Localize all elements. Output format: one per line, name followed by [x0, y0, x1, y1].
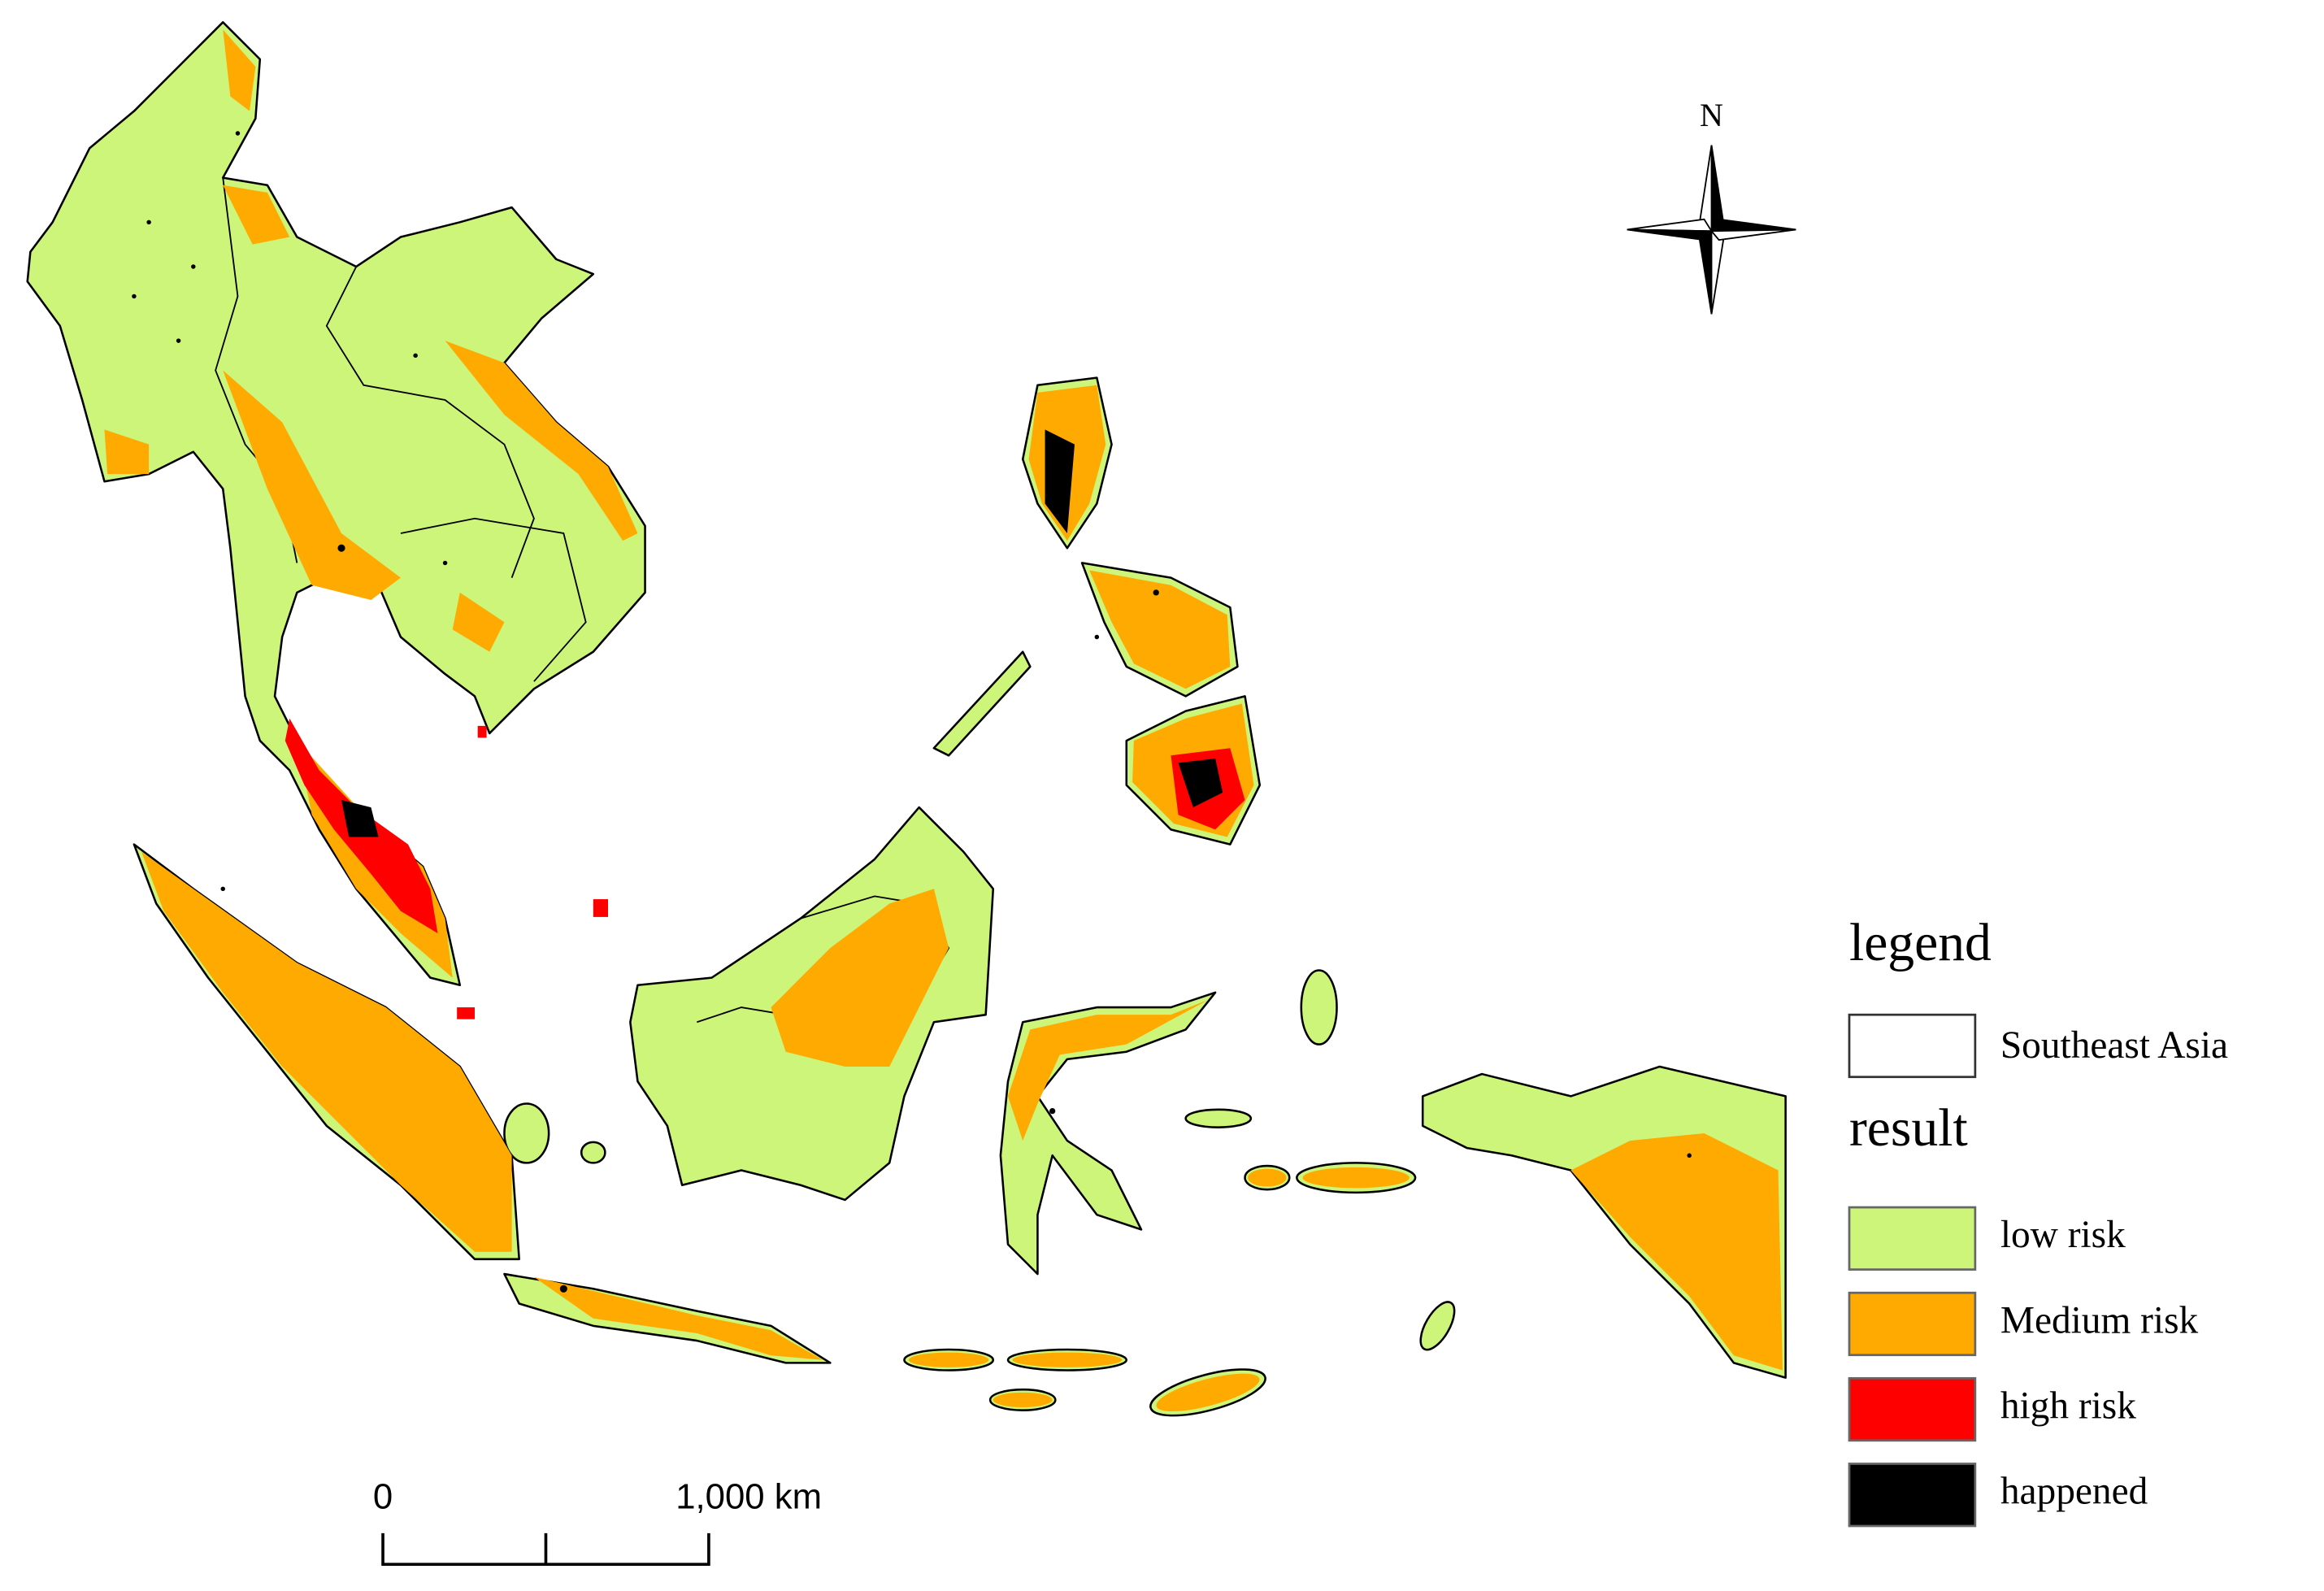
happened-points-shape — [176, 338, 181, 343]
happened-points-shape — [235, 131, 241, 136]
high-risk-area-shape — [477, 725, 487, 738]
happened-points-shape — [559, 1285, 567, 1293]
high-risk-area-shape — [593, 899, 609, 917]
happened-points-shape — [1153, 589, 1159, 596]
north-arrow: N — [1627, 97, 1796, 315]
medium-risk-area-shape — [771, 889, 949, 1067]
land-shape — [932, 650, 1032, 757]
north-label: N — [1700, 97, 1723, 133]
land-shape — [1184, 1108, 1253, 1128]
legend: legend Southeast Asia result low risk Med… — [1848, 914, 2228, 1528]
scale-start: 0 — [373, 1477, 393, 1517]
happened-points-shape — [341, 799, 379, 837]
legend-swatch — [1848, 1291, 1977, 1357]
legend-swatch — [1848, 1463, 1977, 1528]
medium-risk-area-shape — [533, 1276, 823, 1360]
medium-risk-area-shape — [1007, 999, 1208, 1141]
scale-end: 1,000 km — [675, 1477, 822, 1517]
happened-points-shape — [191, 264, 196, 269]
land-shape — [580, 1141, 606, 1164]
medium-risk-area-shape — [445, 341, 638, 541]
medium-risk-area-shape — [1302, 1167, 1410, 1189]
land-shape — [503, 1102, 550, 1164]
medium-risk-area-shape — [141, 851, 512, 1252]
legend-label: Medium risk — [2000, 1299, 2199, 1341]
legend-label: low risk — [2000, 1214, 2126, 1256]
happened-points-shape — [220, 886, 225, 892]
medium-risk-area-shape — [1012, 1352, 1123, 1367]
north-arrow-shape — [1709, 228, 1796, 241]
medium-risk-area-shape — [223, 29, 256, 111]
happened-points-shape — [413, 353, 418, 359]
country-borders-shape — [325, 266, 535, 578]
happened-points-shape — [442, 560, 448, 566]
medium-risk-area-shape — [223, 185, 290, 245]
happened-points-shape — [337, 544, 345, 552]
land-shape — [1419, 1301, 1456, 1351]
scale-bar: 0 1,000 km — [373, 1477, 822, 1567]
happened-points-shape — [1094, 634, 1100, 640]
legend-swatch — [1848, 1376, 1977, 1442]
medium-risk-area — [104, 29, 1783, 1412]
happened-points — [132, 131, 1692, 1293]
happened-points-shape — [132, 293, 137, 299]
medium-risk-area-shape — [1248, 1168, 1287, 1187]
land-shape — [26, 21, 646, 987]
scale-bar-shape — [381, 1532, 710, 1567]
medium-risk-area-shape — [1089, 570, 1231, 689]
medium-risk-area-shape — [452, 592, 505, 652]
happened-points-shape — [1045, 429, 1075, 533]
legend-label: Southeast Asia — [2000, 1024, 2228, 1067]
legend-swatch — [1848, 1206, 1977, 1271]
legend-title: legend — [1849, 914, 1992, 972]
happened-points-shape — [1687, 1153, 1692, 1158]
medium-risk-area-shape — [223, 370, 401, 600]
legend-subtitle: result — [1849, 1099, 1968, 1158]
north-arrow-shape — [1627, 228, 1714, 241]
medium-risk-area-shape — [1156, 1373, 1260, 1412]
happened-points-shape — [1049, 1107, 1056, 1115]
medium-risk-area-shape — [993, 1392, 1053, 1408]
legend-swatch — [1848, 1013, 1977, 1079]
land-shape — [1300, 969, 1338, 1045]
high-risk-area-shape — [457, 1007, 476, 1019]
country-borders-shape — [400, 517, 587, 682]
legend-label: high risk — [2000, 1385, 2136, 1427]
medium-risk-area-shape — [1570, 1132, 1783, 1371]
medium-risk-area-shape — [908, 1352, 989, 1367]
happened-points-shape — [1178, 758, 1223, 808]
medium-risk-area-shape — [104, 429, 150, 475]
happened-points-shape — [146, 220, 151, 225]
legend-label: happened — [2000, 1471, 2148, 1513]
